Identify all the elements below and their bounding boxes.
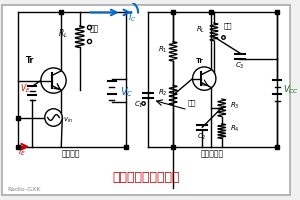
Text: $C_2$: $C_2$: [197, 132, 207, 142]
Text: 実際の回路: 実際の回路: [200, 149, 224, 158]
Text: $V_C$: $V_C$: [120, 85, 133, 99]
Text: $R_1$: $R_1$: [158, 44, 167, 55]
Text: 入力: 入力: [188, 100, 196, 106]
Text: $I_E$: $I_E$: [17, 145, 26, 158]
Text: $R_4$: $R_4$: [230, 124, 239, 134]
Text: $R_2$: $R_2$: [158, 88, 167, 98]
Text: $R_L$: $R_L$: [196, 25, 206, 35]
Text: 原理回路: 原理回路: [62, 149, 80, 158]
Circle shape: [45, 109, 62, 126]
Text: $C_1$: $C_1$: [134, 100, 144, 110]
Text: Radio-GXK: Radio-GXK: [8, 187, 41, 192]
Text: $R_3$: $R_3$: [230, 101, 239, 111]
Text: 出力: 出力: [89, 24, 99, 33]
Text: 出力: 出力: [224, 22, 232, 29]
Text: $v_{in}$: $v_{in}$: [63, 115, 74, 125]
Text: $V_E$: $V_E$: [20, 82, 31, 95]
Text: Tr: Tr: [196, 58, 203, 64]
Text: Tr: Tr: [26, 56, 34, 65]
Text: $C_3$: $C_3$: [236, 61, 245, 71]
Text: $R_L$: $R_L$: [58, 28, 68, 40]
Text: $I_C$: $I_C$: [128, 11, 137, 24]
Text: ベース接地増幅回路: ベース接地増幅回路: [112, 171, 180, 184]
Circle shape: [193, 67, 216, 90]
Circle shape: [41, 68, 66, 93]
Text: $V_{CC}$: $V_{CC}$: [283, 83, 299, 96]
